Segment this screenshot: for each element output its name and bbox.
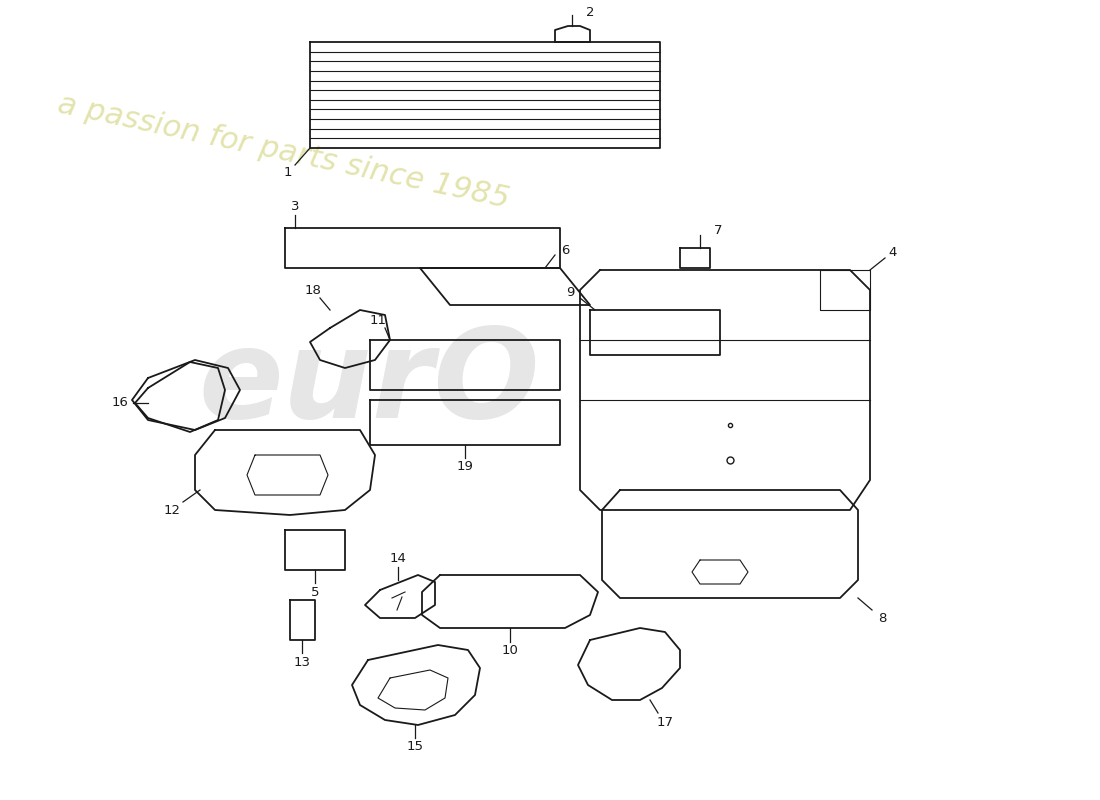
Text: 18: 18	[305, 285, 321, 298]
Text: a passion for parts since 1985: a passion for parts since 1985	[55, 90, 512, 214]
Text: 2: 2	[585, 6, 594, 18]
Text: 11: 11	[370, 314, 386, 326]
Text: 14: 14	[389, 553, 406, 566]
Text: 1: 1	[284, 166, 293, 178]
Text: 15: 15	[407, 741, 424, 754]
Text: 4: 4	[889, 246, 898, 258]
Text: 5: 5	[310, 586, 319, 598]
Text: 7: 7	[714, 223, 723, 237]
Text: 8: 8	[878, 611, 887, 625]
Text: 6: 6	[561, 243, 569, 257]
Text: 16: 16	[111, 397, 129, 410]
Text: 10: 10	[502, 645, 518, 658]
Text: 3: 3	[290, 201, 299, 214]
Text: 17: 17	[657, 715, 673, 729]
Text: 19: 19	[456, 459, 473, 473]
Text: eurO: eurO	[198, 323, 540, 445]
Text: 9: 9	[565, 286, 574, 298]
Text: 13: 13	[294, 655, 310, 669]
Text: 12: 12	[164, 503, 180, 517]
